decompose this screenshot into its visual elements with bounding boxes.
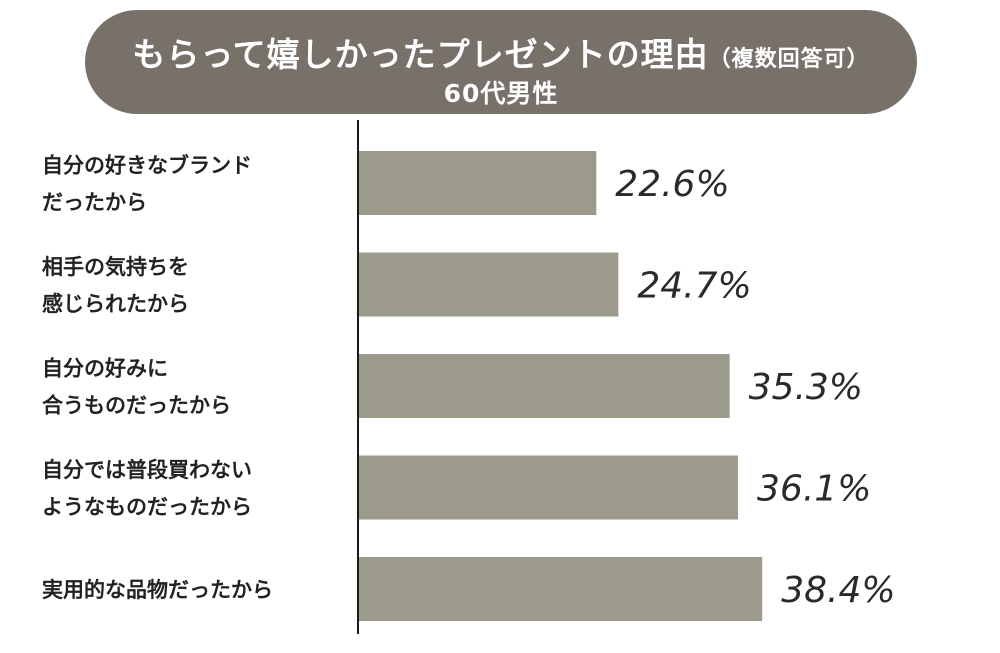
category-label-1-line-1: 自分の好きなブランド bbox=[42, 154, 252, 178]
category-label-5-line-1: 実用的な品物だったから bbox=[42, 578, 273, 602]
value-label-1: 22.6% bbox=[615, 164, 729, 205]
value-label-2: 24.7% bbox=[637, 266, 751, 307]
category-label-4-line-1: 自分では普段買わない bbox=[42, 458, 252, 482]
chart-title-banner: もらって嬉しかったプレゼントの理由（複数回答可） 60代男性 bbox=[85, 10, 917, 114]
category-label-3-line-2: 合うものだったから bbox=[42, 394, 231, 418]
category-label-1-line-2: だったから bbox=[42, 191, 147, 215]
value-label-4: 36.1% bbox=[757, 469, 871, 510]
bar-2 bbox=[359, 252, 619, 317]
bar-5 bbox=[359, 557, 763, 621]
chart-title-text: もらって嬉しかったプレゼントの理由 bbox=[132, 35, 709, 74]
chart-title-suffix: （複数回答可） bbox=[708, 47, 870, 72]
bar-3 bbox=[359, 354, 730, 418]
category-label-3-line-1: 自分の好みに bbox=[42, 357, 168, 381]
category-label-2-line-2: 感じられたから bbox=[42, 292, 189, 316]
chart-title: もらって嬉しかったプレゼントの理由（複数回答可） bbox=[85, 28, 917, 76]
value-label-3: 35.3% bbox=[749, 367, 863, 408]
value-label-5: 38.4% bbox=[781, 570, 895, 611]
bar-1 bbox=[359, 151, 597, 215]
chart-subtitle: 60代男性 bbox=[443, 79, 559, 108]
category-label-2-line-1: 相手の気持ちを bbox=[42, 255, 189, 279]
bar-4 bbox=[359, 455, 739, 520]
category-label-4-line-2: ようなものだったから bbox=[42, 495, 252, 519]
